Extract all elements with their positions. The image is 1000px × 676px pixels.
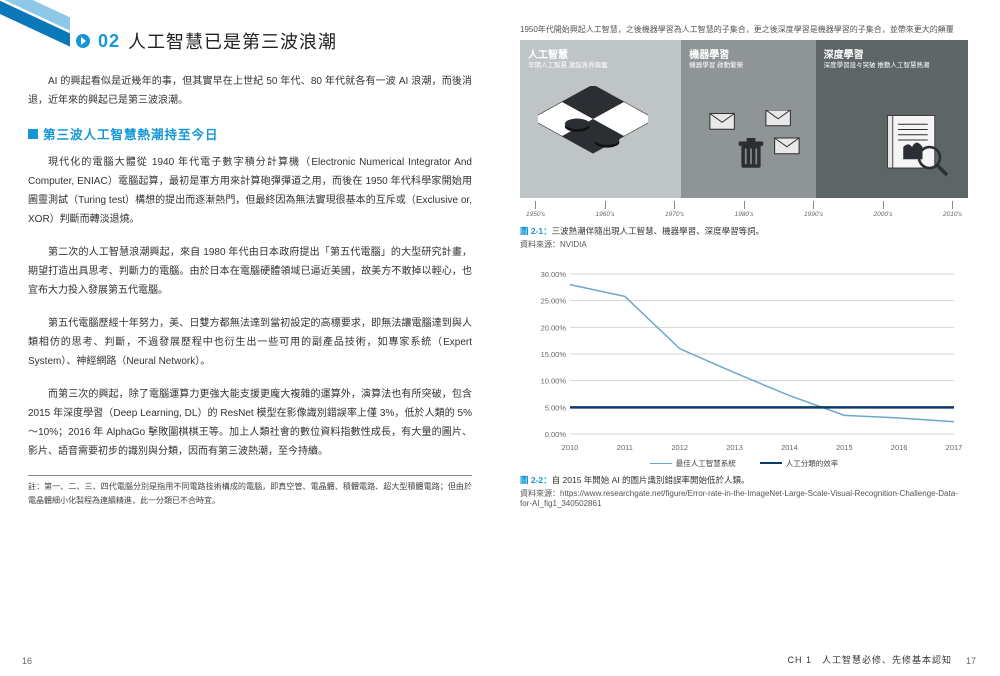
timeline-tick: 1980's — [735, 211, 754, 218]
tier3-sub: 深度學習設々突破 推動人工智慧熱潮 — [824, 62, 960, 70]
footnote: 註：第一、二、三、四代電腦分別是指用不同電路技術構成的電腦，即真空管、電晶體、積… — [28, 480, 472, 507]
svg-text:10.00%: 10.00% — [541, 376, 567, 385]
page-right: 1950年代開始興起人工智慧，之後機器學習為人工智慧的子集合，更之後深度學習是機… — [500, 0, 1000, 676]
svg-text:2013: 2013 — [726, 443, 743, 452]
page-number-left: 16 — [22, 656, 32, 666]
legend-line-icon — [650, 463, 672, 464]
svg-text:2012: 2012 — [671, 443, 688, 452]
timeline-tick: 2000's — [874, 211, 893, 218]
svg-text:2016: 2016 — [891, 443, 908, 452]
section-number: 02 — [98, 31, 120, 52]
corner-flourish — [0, 0, 70, 56]
tier3-title: 深度學習 — [824, 46, 960, 61]
section-title: 人工智慧已是第三波浪潮 — [128, 28, 337, 54]
document-classify-icon — [884, 112, 954, 182]
figure-2-1: 1950年代開始興起人工智慧，之後機器學習為人工智慧的子集合，更之後深度學習是機… — [520, 24, 968, 250]
svg-text:2017: 2017 — [946, 443, 963, 452]
spam-filter-icon — [708, 110, 808, 180]
square-bullet-icon — [28, 129, 38, 139]
legend-line-icon — [760, 462, 782, 464]
fig21-source-text: NVIDIA — [560, 240, 587, 249]
svg-text:30.00%: 30.00% — [541, 270, 567, 279]
legend-item-ai: 最佳人工智慧系統 — [650, 458, 736, 469]
fig22-label-text: 自 2015 年開始 AI 的圖片識別錯誤率開始低於人類。 — [552, 475, 750, 485]
page-number-right: 17 — [966, 656, 976, 666]
timeline-tick: 1970's — [665, 211, 684, 218]
fig21-caption: 圖 2-1：三波熱潮伴隨出現人工智慧、機器學習、深度學習等詞。 — [520, 225, 968, 238]
subheading: 第三波人工智慧熱潮持至今日 — [28, 124, 472, 143]
fig22-legend: 最佳人工智慧系統 人工分類的效率 — [520, 458, 968, 469]
fig22-source: 資料來源：https://www.researchgate.net/figure… — [520, 488, 968, 508]
page-left: 02 人工智慧已是第三波浪潮 AI 的興起看似是近幾年的事，但其實早在上世紀 5… — [0, 0, 500, 676]
fig22-svg: 0.00% 5.00% 10.00% 15.00% 20.00% 25.00% 30.00%… — [520, 266, 968, 456]
chapter-label: CH 1 人工智慧必修、先修基本認知 — [787, 653, 952, 666]
footnote-separator — [28, 475, 472, 476]
paragraph-3: 第五代電腦歷經十年努力，美、日雙方都無法達到當初設定的高標要求，即無法讓電腦達到… — [28, 314, 472, 371]
subheading-text: 第三波人工智慧熱潮持至今日 — [43, 124, 219, 143]
timeline-tick: 1950's — [526, 211, 545, 218]
paragraph-4: 而第三次的興起，除了電腦運算力更強大能支援更龐大複雜的運算外，演算法也有所突破，… — [28, 385, 472, 461]
svg-text:20.00%: 20.00% — [541, 323, 567, 332]
checkerboard-icon — [538, 86, 648, 174]
timeline-tick: 1960's — [596, 211, 615, 218]
timeline-tick: 2010's — [943, 211, 962, 218]
legend-item-human: 人工分類的效率 — [760, 458, 839, 469]
fig21-timeline: 1950's 1960's 1970's 1980's 1990's 2000'… — [520, 198, 968, 220]
svg-text:0.00%: 0.00% — [545, 430, 567, 439]
fig21-tag: 圖 2-1： — [520, 226, 552, 236]
svg-text:25.00%: 25.00% — [541, 296, 567, 305]
body-text: AI 的興起看似是近幾年的事，但其實早在上世紀 50 年代、80 年代就各有一波… — [28, 72, 472, 507]
svg-text:5.00%: 5.00% — [545, 403, 567, 412]
fig22-caption: 圖 2-2：自 2015 年開始 AI 的圖片識別錯誤率開始低於人類。 — [520, 474, 968, 487]
fig21-top-caption: 1950年代開始興起人工智慧，之後機器學習為人工智慧的子集合，更之後深度學習是機… — [520, 24, 968, 36]
fig21-source: 資料來源：NVIDIA — [520, 239, 968, 250]
legend-label-ai: 最佳人工智慧系統 — [676, 458, 736, 469]
paragraph-1: 現代化的電腦大體從 1940 年代電子數字積分計算機（Electronic Nu… — [28, 153, 472, 229]
fig22-source-label: 資料來源： — [520, 489, 560, 498]
intro-paragraph: AI 的興起看似是近幾年的事，但其實早在上世紀 50 年代、80 年代就各有一波… — [28, 72, 472, 110]
fig21-source-label: 資料來源： — [520, 240, 560, 249]
play-icon — [76, 34, 90, 48]
timeline-tick: 1990's — [804, 211, 823, 218]
fig21-label-text: 三波熱潮伴隨出現人工智慧、機器學習、深度學習等詞。 — [552, 226, 765, 236]
figure-2-2: 0.00% 5.00% 10.00% 15.00% 20.00% 25.00% 30.00%… — [520, 266, 968, 508]
fig22-tag: 圖 2-2： — [520, 475, 552, 485]
svg-text:2015: 2015 — [836, 443, 853, 452]
fig22-chart: 0.00% 5.00% 10.00% 15.00% 20.00% 25.00% 30.00%… — [520, 266, 968, 456]
svg-text:2011: 2011 — [617, 443, 633, 452]
svg-text:15.00%: 15.00% — [541, 350, 567, 359]
fig21-infographic: 人工智慧 早期人工智慧 激起各界興奮 機器學習 機器學習 啟動繁榮 深度學習 深… — [520, 40, 968, 220]
paragraph-2: 第二次的人工智慧浪潮興起，來自 1980 年代由日本政府提出「第五代電腦」的大型… — [28, 243, 472, 300]
legend-label-human: 人工分類的效率 — [786, 458, 839, 469]
fig22-source-text: https://www.researchgate.net/figure/Erro… — [520, 489, 958, 508]
svg-text:2010: 2010 — [562, 443, 579, 452]
section-heading: 02 人工智慧已是第三波浪潮 — [76, 28, 472, 54]
svg-text:2014: 2014 — [781, 443, 798, 452]
